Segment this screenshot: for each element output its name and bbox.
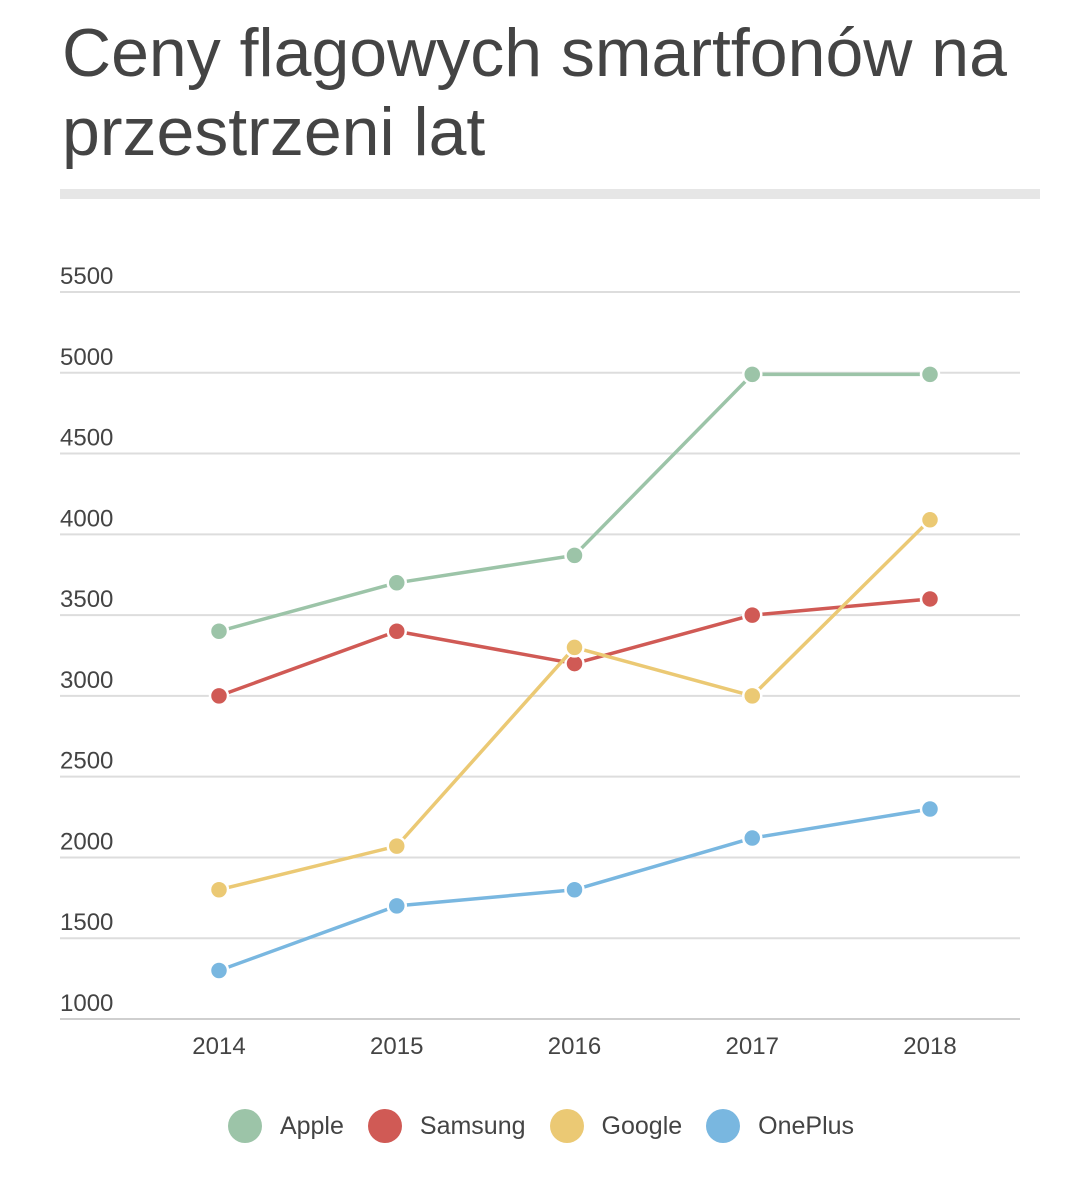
legend-item-apple: Apple bbox=[227, 1109, 344, 1143]
y-tick-label: 2000 bbox=[60, 828, 113, 855]
data-point bbox=[208, 879, 230, 901]
series-google bbox=[208, 509, 941, 901]
data-point bbox=[919, 364, 941, 385]
series-apple bbox=[208, 364, 941, 642]
y-tick-label: 4500 bbox=[60, 425, 113, 452]
data-point bbox=[386, 572, 407, 594]
series-lines bbox=[208, 364, 941, 981]
data-point bbox=[386, 835, 407, 857]
data-point bbox=[564, 637, 585, 658]
title-divider bbox=[60, 189, 1040, 199]
data-point bbox=[919, 798, 941, 820]
legend-label: Apple bbox=[279, 1111, 344, 1140]
series-samsung bbox=[208, 588, 941, 707]
data-point bbox=[208, 685, 230, 707]
legend-label: Samsung bbox=[419, 1111, 526, 1140]
legend-swatch bbox=[367, 1109, 402, 1143]
legend-label: OnePlus bbox=[758, 1111, 855, 1140]
y-tick-label: 4000 bbox=[60, 505, 113, 532]
x-tick-label: 2017 bbox=[726, 1033, 779, 1060]
series-line bbox=[217, 372, 932, 634]
legend-label: Google bbox=[601, 1111, 683, 1140]
legend-item-samsung: Samsung bbox=[367, 1109, 526, 1143]
legend-swatch bbox=[706, 1109, 741, 1143]
data-point bbox=[919, 588, 941, 610]
legend-swatch bbox=[227, 1109, 262, 1143]
line-chart: 1000 1500 2000 2500 3000 3500 4000 4500 5000 5500… bbox=[60, 263, 1020, 1060]
y-tick-label: 3500 bbox=[60, 586, 113, 613]
x-tick-label: 2014 bbox=[192, 1033, 245, 1060]
x-tick-label: 2015 bbox=[370, 1033, 423, 1060]
legend-item-google: Google bbox=[549, 1109, 683, 1143]
data-point bbox=[208, 621, 230, 642]
y-tick-label: 5500 bbox=[60, 263, 113, 290]
y-tick-label: 3000 bbox=[60, 667, 113, 694]
y-tick-label: 1500 bbox=[60, 909, 113, 936]
y-tick-label: 1000 bbox=[60, 990, 113, 1017]
data-point bbox=[742, 364, 763, 385]
y-axis-ticks: 1000 1500 2000 2500 3000 3500 4000 4500 5000 5500 bbox=[60, 263, 113, 1017]
series-line bbox=[217, 518, 932, 892]
chart-title: Ceny flagowych smartfonów na przestrzeni… bbox=[62, 15, 1007, 170]
y-tick-label: 5000 bbox=[60, 344, 113, 371]
data-point bbox=[564, 879, 585, 901]
y-tick-label: 2500 bbox=[60, 748, 113, 775]
data-point bbox=[386, 895, 407, 917]
data-point bbox=[919, 509, 941, 531]
x-tick-label: 2016 bbox=[548, 1033, 601, 1060]
data-point bbox=[742, 827, 763, 849]
gridlines bbox=[60, 291, 1020, 1020]
x-axis-ticks: 2014 2015 2016 2017 2018 bbox=[192, 1033, 956, 1060]
data-point bbox=[386, 621, 407, 642]
data-point bbox=[208, 960, 230, 981]
chart-legend: Apple Samsung Google OnePlus bbox=[0, 1106, 1082, 1146]
data-point bbox=[742, 685, 763, 707]
legend-item-oneplus: OnePlus bbox=[706, 1109, 854, 1143]
legend-swatch bbox=[549, 1109, 584, 1143]
series-oneplus bbox=[208, 798, 941, 981]
x-tick-label: 2018 bbox=[903, 1033, 956, 1060]
data-point bbox=[564, 545, 585, 566]
data-point bbox=[742, 604, 763, 626]
